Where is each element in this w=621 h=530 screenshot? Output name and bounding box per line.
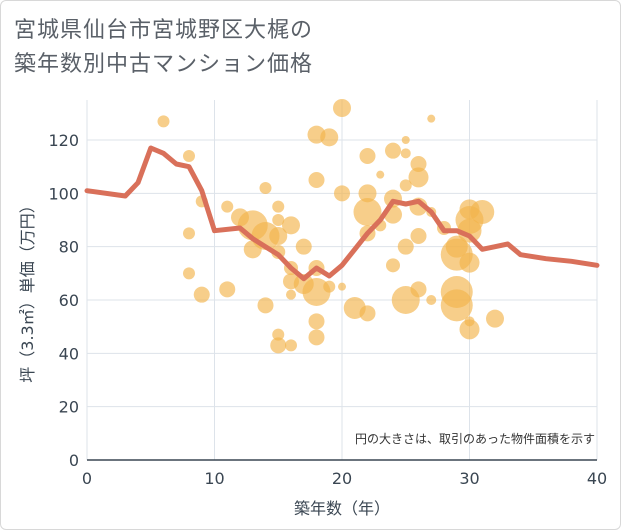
bubble-point: [285, 339, 297, 352]
bubble-point: [385, 142, 401, 159]
x-tick-label: 30: [459, 469, 479, 488]
x-tick-labels: 0 10 20 30 40: [82, 469, 607, 488]
bubble-point: [427, 114, 436, 123]
bubble-point: [457, 218, 482, 243]
bubble-point: [270, 337, 287, 354]
bubble-point: [459, 319, 480, 340]
y-tick-label: 120: [48, 131, 79, 150]
bubble-point: [193, 286, 210, 303]
bubble-point: [295, 238, 312, 255]
bubble-point: [272, 200, 285, 213]
bubble-point: [272, 214, 285, 226]
bubble-point: [334, 185, 350, 202]
bubble-point: [401, 136, 410, 144]
bubble-point: [320, 128, 339, 147]
bubble-point: [399, 179, 412, 192]
bubble-point: [259, 182, 272, 194]
bubble-point: [286, 289, 296, 300]
bubble-point: [282, 216, 300, 235]
title-line-1: 宮城県仙台市宮城野区大梶の: [14, 18, 314, 43]
bubble-point: [219, 281, 236, 298]
bubble-point: [272, 328, 285, 341]
bubble-point: [183, 227, 195, 240]
bubble-point: [408, 167, 429, 188]
title-line-2: 築年数別中古マンション価格: [14, 52, 314, 77]
bubble-point: [157, 115, 170, 128]
bubble-point: [308, 329, 325, 346]
bubble-point: [440, 289, 473, 322]
bubble-point: [257, 297, 274, 314]
bubble-point: [333, 99, 351, 117]
bubble-size-note: 円の大きさは、取引のあった物件面積を示す: [355, 431, 595, 446]
bubble-point: [410, 228, 427, 244]
bubble-point: [183, 267, 195, 280]
grid-lines: [86, 100, 598, 460]
bubbles: [157, 99, 504, 354]
bubble-point: [410, 281, 427, 298]
bubble-point: [338, 282, 346, 291]
bubble-point: [358, 184, 377, 203]
bubble-point: [376, 170, 385, 179]
bubble-point: [353, 198, 382, 226]
y-tick-label: 60: [59, 291, 79, 310]
bubble-point: [323, 280, 336, 293]
y-tick-label: 100: [48, 184, 79, 203]
y-axis-label: 坪（3.3㎡）単価（万円）: [18, 197, 37, 382]
chart-title: 宮城県仙台市宮城野区大梶の 築年数別中古マンション価格: [14, 14, 313, 82]
bubble-point: [426, 295, 437, 305]
x-axis-label: 築年数（年）: [294, 499, 390, 518]
y-tick-label: 40: [59, 344, 79, 363]
bubble-point: [397, 238, 414, 255]
y-tick-labels: 0 20 40 60 80 100 120: [48, 131, 79, 470]
bubble-point: [410, 156, 427, 172]
bubble-point: [221, 200, 234, 213]
y-tick-label: 20: [59, 398, 79, 417]
bubble-point: [400, 148, 411, 159]
bubble-point: [359, 148, 376, 164]
bubble-point: [459, 252, 480, 273]
bubble-point: [359, 305, 376, 322]
y-tick-label: 0: [69, 451, 79, 470]
bubble-point: [308, 172, 325, 188]
bubble-point: [386, 258, 400, 273]
average-price-line: [84, 145, 600, 282]
bubble-point: [308, 313, 325, 330]
x-tick-label: 20: [332, 469, 352, 488]
x-tick-label: 0: [82, 469, 92, 488]
x-tick-label: 40: [587, 469, 607, 488]
bubble-point: [486, 309, 504, 328]
bubble-point: [183, 150, 195, 162]
bubble-point: [470, 200, 495, 224]
y-tick-label: 80: [59, 238, 79, 257]
bubble-point: [269, 227, 288, 245]
x-tick-label: 10: [204, 469, 224, 488]
